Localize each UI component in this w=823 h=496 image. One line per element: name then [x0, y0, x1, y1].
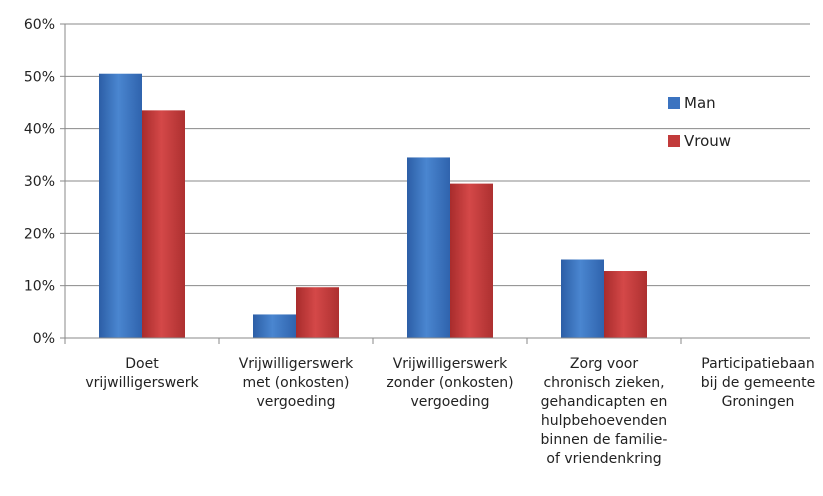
- bar-vrouw-1: [296, 287, 339, 338]
- y-tick-label: 60%: [24, 17, 55, 33]
- bar-vrouw-0: [142, 110, 185, 338]
- legend-swatch-vrouw: [668, 135, 680, 147]
- legend-label-vrouw: Vrouw: [684, 132, 731, 150]
- x-axis: [64, 24, 810, 344]
- y-tick-label: 50%: [24, 69, 55, 85]
- bar-man-3: [561, 259, 604, 338]
- category-label: Vrijwilligerswerk zonder (onkosten) vergoe…: [386, 356, 513, 410]
- category-label: Doet vrijwilligerswerk: [85, 356, 199, 391]
- legend: Man Vrouw: [668, 94, 731, 150]
- y-tick-label: 30%: [24, 174, 55, 190]
- category-label: Participatiebaan bij de gemeente Groningen: [701, 356, 815, 410]
- bar-man-2: [407, 157, 450, 338]
- y-tick-label: 0%: [33, 331, 55, 347]
- legend-swatch-man: [668, 97, 680, 109]
- category-label: Vrijwilligerswerk met (onkosten) vergoedin…: [239, 356, 354, 410]
- bar-vrouw-3: [604, 271, 647, 338]
- y-tick-label: 10%: [24, 279, 55, 295]
- bar-man-0: [99, 73, 142, 338]
- y-tick-label: 40%: [24, 122, 55, 138]
- bars: [99, 73, 647, 338]
- category-labels: Doet vrijwilligerswerk Vrijwilligerswerk me…: [85, 356, 815, 467]
- bar-man-1: [253, 314, 296, 338]
- category-label: Zorg voor chronisch zieken, gehandicapten …: [541, 356, 668, 467]
- y-tick-label: 20%: [24, 226, 55, 242]
- legend-label-man: Man: [684, 94, 716, 112]
- y-axis-ticks: 0% 10% 20% 30% 40% 50% 60%: [24, 17, 65, 347]
- bar-vrouw-2: [450, 183, 493, 338]
